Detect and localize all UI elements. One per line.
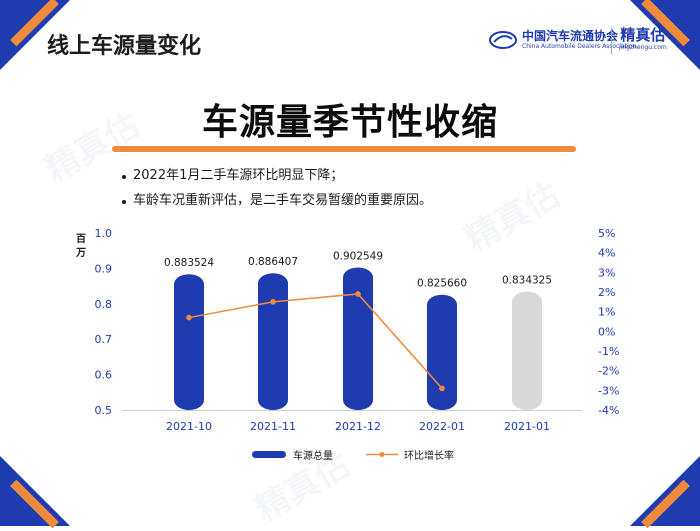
y-left-tick-label: 0.5 [95,404,113,417]
x-tick-label: 2022-01 [419,420,465,433]
bar-data-label: 0.825660 [417,278,467,290]
page-header-title: 线上车源量变化 [47,34,202,59]
bullet-text: 2022年1月二手车源环比明显下降； [133,168,344,183]
bar-data-label: 0.834325 [502,275,552,287]
bar-data-label: 0.902549 [333,250,383,262]
jingzhengu-name-cn: 精真估 [620,26,666,44]
cada-name-en: China Automobile Dealers Association [522,43,637,50]
y-right-tick-label: -4% [598,404,619,417]
bar-data-label: 0.883524 [164,257,214,269]
growth-rate-point [186,314,192,321]
y-left-tick-label: 0.9 [95,262,113,275]
y-right-tick-label: -2% [598,365,619,378]
bullet-dot [122,175,126,179]
bar-data-label: 0.886407 [248,256,298,268]
bullet-item: 2022年1月二手车源环比明显下降； [122,167,432,192]
legend-label: 环比增长率 [404,449,454,462]
y-left-tick-label: 0.7 [95,333,113,346]
bullet-dot [122,200,126,204]
bar [512,291,542,410]
jingzhengu-url: jingzhengu.com [619,44,667,51]
y-right-tick-label: -3% [598,384,619,397]
cada-logo: 中国汽车流通协会 China Automobile Dealers Associ… [488,30,636,50]
corner-decoration-top-left [0,0,70,70]
y-left-tick-label: 1.0 [95,227,113,240]
y-right-tick-label: 3% [598,266,615,279]
bar [258,273,288,410]
legend-swatch-point [379,452,385,457]
bar [343,267,373,410]
growth-rate-point [439,385,445,392]
corner-decoration-bottom-left [0,456,70,526]
y-right-tick-label: 2% [598,286,615,299]
y-axis-unit-label: 万 [75,247,86,259]
y-right-tick-label: -1% [598,345,619,358]
bar [427,294,457,410]
title-underline [112,146,576,152]
y-right-tick-label: 5% [598,227,615,240]
y-left-tick-label: 0.6 [95,369,113,382]
bullet-text: 车龄车况重新评估，是二手车交易暂缓的重要原因。 [133,193,433,208]
x-tick-label: 2021-10 [166,420,212,433]
y-left-tick-label: 0.8 [95,298,113,311]
corner-decoration-bottom-right [630,456,700,526]
y-axis-unit-label: 百 [76,233,86,245]
bullet-list: 2022年1月二手车源环比明显下降； 车龄车况重新评估，是二手车交易暂缓的重要原… [122,167,432,217]
growth-rate-point [355,291,361,297]
legend-label: 车源总量 [293,449,333,462]
x-tick-label: 2021-11 [250,420,296,433]
legend-swatch-bar [252,451,286,458]
x-tick-label: 2021-01 [504,420,550,433]
y-right-tick-label: 0% [598,325,615,338]
growth-rate-line [188,293,443,389]
cada-name-cn: 中国汽车流通协会 [522,29,619,43]
growth-rate-point [270,299,276,305]
logo-divider [611,28,612,54]
main-title: 车源量季节性收缩 [201,102,498,143]
x-tick-label: 2021-12 [335,420,381,433]
y-right-tick-label: 4% [598,247,615,260]
bullet-item: 车龄车况重新评估，是二手车交易暂缓的重要原因。 [122,192,432,217]
y-right-tick-label: 1% [598,306,615,319]
cada-emblem-icon [489,31,517,49]
bar [174,274,204,410]
jingzhengu-logo: 精真估 jingzhengu.com [619,27,667,52]
corner-decoration-top-right [630,0,700,70]
